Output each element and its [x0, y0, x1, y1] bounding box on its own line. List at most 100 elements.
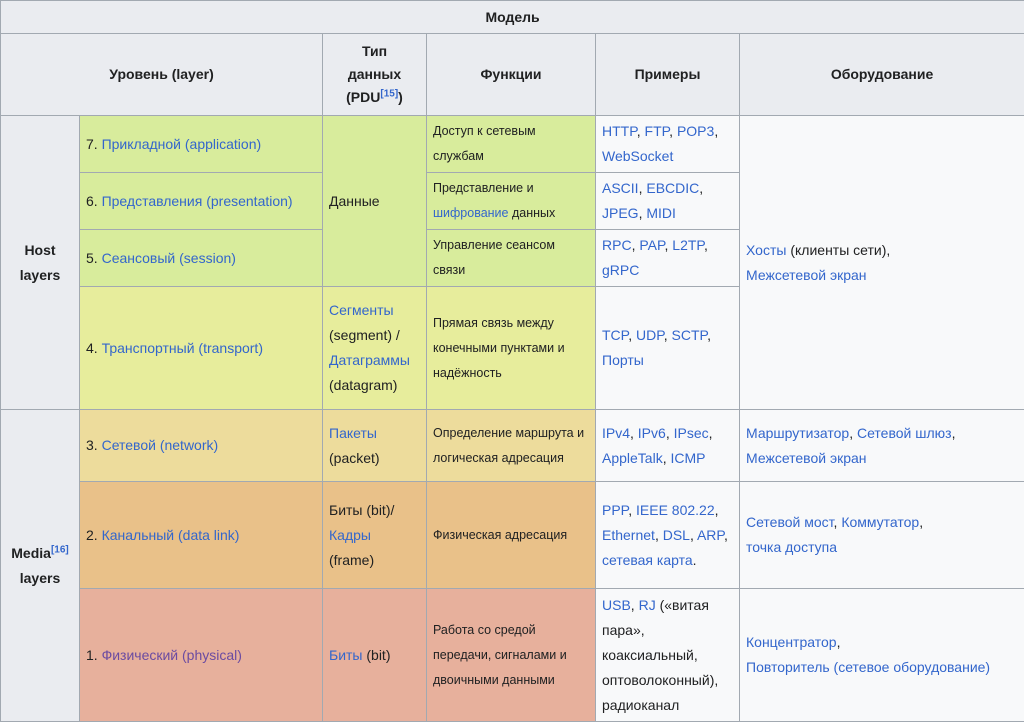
- example-link[interactable]: POP3: [677, 123, 714, 139]
- header-pdu: Тип данных (PDU[15]): [323, 34, 427, 116]
- packets-link[interactable]: Пакеты: [329, 425, 377, 441]
- pdu-data: Данные: [323, 116, 427, 287]
- frames-link[interactable]: Кадры: [329, 527, 371, 543]
- separator: ,: [849, 425, 857, 441]
- host-layers-line2: layers: [20, 267, 60, 283]
- example-link[interactable]: IPsec: [674, 425, 709, 441]
- example-link[interactable]: Порты: [602, 352, 644, 368]
- example-link[interactable]: DSL: [663, 527, 690, 543]
- layer-3-link[interactable]: Сетевой (network): [102, 437, 219, 453]
- function-text: Представление и: [433, 181, 534, 195]
- header-pdu-line1: Тип: [362, 43, 387, 59]
- table-row: 1. Физический (physical) Биты (bit) Рабо…: [1, 589, 1024, 722]
- separator: ,: [715, 502, 719, 518]
- bits-link[interactable]: Биты: [329, 647, 362, 663]
- separator: ,: [952, 425, 956, 441]
- example-link[interactable]: L2TP: [672, 237, 704, 253]
- example-link[interactable]: TCP: [602, 327, 628, 343]
- separator: ,: [837, 634, 841, 650]
- layer-7-link[interactable]: Прикладной (application): [102, 136, 262, 152]
- example-link[interactable]: ARP: [697, 527, 724, 543]
- layer-1-link[interactable]: Физический (physical): [102, 647, 242, 663]
- media-layers-line2: layers: [20, 570, 60, 586]
- pdu-text: (segment) /: [329, 327, 400, 343]
- layer-2-equipment: Сетевой мост, Коммутатор, точка доступа: [740, 482, 1024, 589]
- example-link[interactable]: USB: [602, 597, 631, 613]
- layer-1-name: 1. Физический (physical): [80, 589, 323, 722]
- separator: ,: [714, 123, 718, 139]
- example-link[interactable]: SCTP: [672, 327, 708, 343]
- layer-6-number: 6.: [86, 193, 102, 209]
- layer-2-number: 2.: [86, 527, 102, 543]
- layer-2-link[interactable]: Канальный (data link): [102, 527, 240, 543]
- segments-link[interactable]: Сегменты: [329, 302, 394, 318]
- example-link[interactable]: RPC: [602, 237, 632, 253]
- header-pdu-close: ): [398, 89, 403, 105]
- layer-1-number: 1.: [86, 647, 102, 663]
- pdu-footnote-link[interactable]: [15]: [380, 88, 398, 99]
- example-link[interactable]: UDP: [636, 327, 664, 343]
- layer-1-equipment: Концентратор, Повторитель (сетевое обору…: [740, 589, 1024, 722]
- layer-1-pdu: Биты (bit): [323, 589, 427, 722]
- equipment-link[interactable]: Хосты: [746, 242, 786, 258]
- layer-5-examples: RPC, PAP, L2TP, gRPC: [596, 230, 740, 287]
- example-link[interactable]: HTTP: [602, 123, 637, 139]
- example-link[interactable]: сетевая карта: [602, 552, 693, 568]
- example-link[interactable]: PAP: [639, 237, 664, 253]
- layer-3-function: Определение маршрута и логическая адреса…: [427, 410, 596, 482]
- example-link[interactable]: IPv4: [602, 425, 630, 441]
- example-link[interactable]: IEEE 802.22: [636, 502, 715, 518]
- layer-4-name: 4. Транспортный (transport): [80, 287, 323, 410]
- layer-5-link[interactable]: Сеансовый (session): [102, 250, 236, 266]
- equipment-link[interactable]: Маршрутизатор: [746, 425, 849, 441]
- example-link[interactable]: IPv6: [638, 425, 666, 441]
- equipment-link[interactable]: Межсетевой экран: [746, 267, 867, 283]
- pdu-text: (bit): [362, 647, 390, 663]
- example-link[interactable]: EBCDIC: [646, 180, 699, 196]
- media-footnote-link[interactable]: [16]: [51, 544, 69, 555]
- equipment-link[interactable]: Сетевой шлюз: [857, 425, 952, 441]
- header-examples: Примеры: [596, 34, 740, 116]
- pdu-text: (datagram): [329, 377, 397, 393]
- layer-2-function: Физическая адресация: [427, 482, 596, 589]
- example-link[interactable]: ASCII: [602, 180, 639, 196]
- layer-6-link[interactable]: Представления (presentation): [102, 193, 293, 209]
- example-link[interactable]: gRPC: [602, 262, 639, 278]
- layer-5-number: 5.: [86, 250, 102, 266]
- layer-3-name: 3. Сетевой (network): [80, 410, 323, 482]
- example-link[interactable]: MIDI: [646, 205, 676, 221]
- layer-4-link[interactable]: Транспортный (transport): [102, 340, 263, 356]
- example-link[interactable]: AppleTalk: [602, 450, 663, 466]
- layer-4-examples: TCP, UDP, SCTP, Порты: [596, 287, 740, 410]
- encryption-link[interactable]: шифрование: [433, 206, 509, 220]
- equipment-link[interactable]: Коммутатор: [841, 514, 919, 530]
- layer-4-number: 4.: [86, 340, 102, 356]
- example-link[interactable]: RJ: [639, 597, 656, 613]
- header-equipment: Оборудование: [740, 34, 1024, 116]
- example-link[interactable]: Ethernet: [602, 527, 655, 543]
- example-link[interactable]: FTP: [645, 123, 670, 139]
- equipment-link[interactable]: Межсетевой экран: [746, 450, 867, 466]
- pdu-text: (frame): [329, 552, 374, 568]
- layer-3-equipment: Маршрутизатор, Сетевой шлюз, Межсетевой …: [740, 410, 1024, 482]
- equipment-link[interactable]: Концентратор: [746, 634, 837, 650]
- separator: ,: [690, 527, 697, 543]
- separator: ,: [709, 425, 713, 441]
- equipment-link[interactable]: точка доступа: [746, 539, 837, 555]
- layer-5-name: 5. Сеансовый (session): [80, 230, 323, 287]
- layer-2-pdu: Биты (bit)/ Кадры (frame): [323, 482, 427, 589]
- table-caption: Модель: [1, 1, 1024, 34]
- datagrams-link[interactable]: Датаграммы: [329, 352, 410, 368]
- equipment-link[interactable]: Повторитель (сетевое оборудование): [746, 659, 990, 675]
- separator: .: [693, 552, 697, 568]
- header-pdu-line3: (PDU: [346, 89, 380, 105]
- example-link[interactable]: JPEG: [602, 205, 639, 221]
- example-link[interactable]: PPP: [602, 502, 628, 518]
- equipment-link[interactable]: Сетевой мост: [746, 514, 834, 530]
- example-link[interactable]: ICMP: [670, 450, 705, 466]
- separator: ,: [655, 527, 663, 543]
- example-link[interactable]: WebSocket: [602, 148, 673, 164]
- separator: ,: [724, 527, 728, 543]
- table-row: Host layers 7. Прикладной (application) …: [1, 116, 1024, 173]
